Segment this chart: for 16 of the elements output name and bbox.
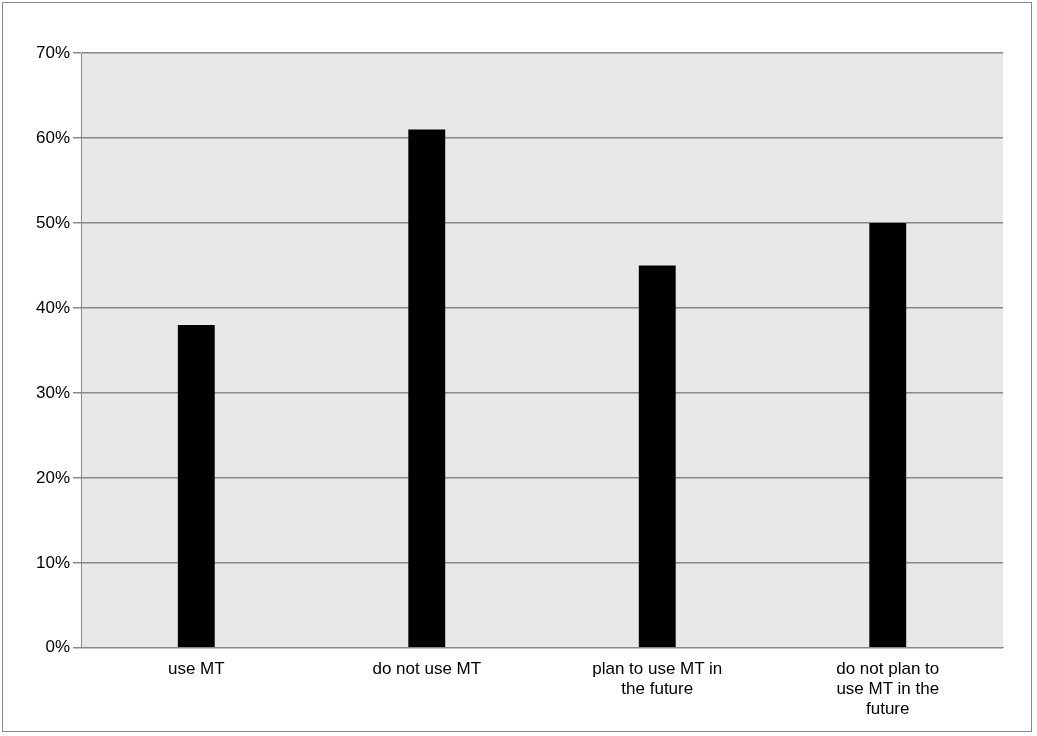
bar (177, 324, 215, 648)
x-tick-label: plan to use MT in the future (592, 658, 723, 699)
y-tick-label: 20% (35, 467, 71, 487)
y-tick-label: 60% (35, 127, 71, 147)
y-tick-label: 30% (35, 382, 71, 402)
y-tick-label: 70% (35, 42, 71, 62)
x-tick-label: use MT (167, 658, 225, 678)
y-tick-label: 40% (35, 297, 71, 317)
bar (638, 265, 676, 648)
x-tick-label: do not use MT (372, 658, 482, 678)
y-tick-label: 0% (45, 637, 71, 657)
y-tick-label: 10% (35, 552, 71, 572)
x-tick-label: do not plan to use MT in the future (836, 658, 940, 719)
bar (869, 222, 907, 648)
bar (408, 129, 446, 648)
y-tick-label: 50% (35, 212, 71, 232)
